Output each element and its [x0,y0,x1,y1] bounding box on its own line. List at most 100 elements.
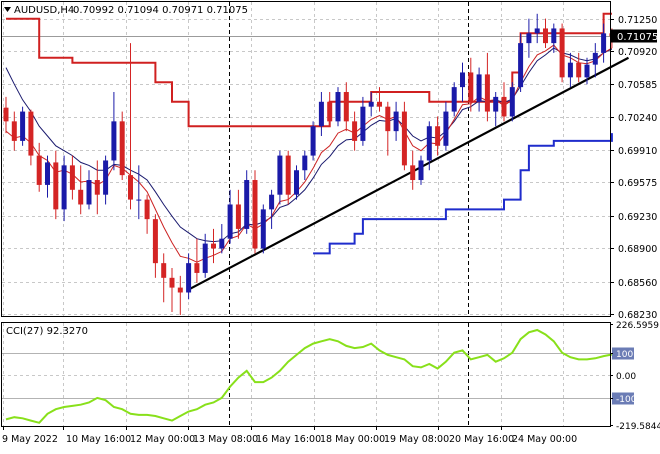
bearish-candle [352,111,358,151]
cci-label: CCI(27) 92.3270 [6,326,88,337]
candle-body [584,64,590,78]
candle-body [435,126,441,146]
bullish-candle [418,155,424,185]
candle-body [86,180,92,205]
candle-body [476,74,482,102]
cci-tick-label: 226.5959 [616,321,659,331]
candles [3,13,615,315]
candle-body [294,170,299,195]
candle-body [310,126,316,156]
candle-body [28,111,34,156]
channel-lower-line [313,133,613,255]
bearish-candle [377,87,382,112]
bearish-candle [435,116,441,156]
candle-body [302,155,308,171]
bearish-candle [576,52,582,83]
candle-body [269,194,275,210]
candle-body [227,204,233,239]
bearish-candle [3,96,9,134]
candle-body [368,101,374,107]
bearish-candle [11,111,17,151]
candle-body [484,74,490,112]
symbol-header: AUDUSD,H4 0.70992 0.71094 0.70971 0.7107… [4,5,248,16]
bullish-candle [526,18,532,58]
bullish-candle [493,92,499,127]
price-tick-label: 0.68900 [618,244,657,255]
candle-body [136,199,142,201]
time-tick-label: 19 May 08:00 [384,434,449,445]
current-price-tag: 0.71075 [611,29,658,43]
price-tick-label: 0.70240 [618,113,657,124]
bullish-candle [476,67,482,112]
bullish-candle [509,82,515,122]
candle-body [186,263,192,293]
collapse-triangle-icon[interactable] [4,7,11,12]
bullish-candle [202,233,208,278]
candle-body [119,121,125,176]
candle-body [501,96,507,117]
cci-pane [2,328,613,424]
bullish-candle [244,170,250,234]
candle-body [460,72,465,88]
candle-body [244,180,250,229]
bullish-candle [111,92,117,171]
bearish-candle [285,150,291,205]
candle-body [385,106,391,132]
bullish-candle [227,189,233,244]
bullish-candle [534,13,540,44]
bullish-candle [592,43,598,78]
candle-body [443,111,449,146]
time-tick-label: 24 May 00:00 [512,434,577,445]
bearish-candle [177,275,183,315]
bearish-candle [128,43,133,210]
bullish-candle [518,33,524,93]
bullish-candle [426,121,432,171]
bearish-candle [169,268,175,313]
bearish-candle [53,150,59,220]
price-tick-label: 0.69910 [618,146,657,157]
candle-body [152,219,158,264]
time-tick-label: 18 May 00:00 [320,434,385,445]
bullish-candle [136,165,142,220]
candle-body [393,111,399,132]
candle-body [53,162,59,210]
cci-line [5,328,613,424]
price-tick-label: 0.70920 [618,47,657,58]
bullish-candle [20,106,26,146]
bearish-candle [468,57,474,112]
bearish-candle [211,228,216,264]
candle-body [318,101,324,127]
main-pane-border [1,1,611,317]
price-tick-label: 0.71250 [618,15,657,26]
bearish-candle [194,238,200,283]
candle-body [128,175,133,200]
time-tick-label: 13 May 08:00 [193,434,258,445]
candle-body [559,28,565,78]
candle-body [601,33,607,53]
bearish-candle [28,109,34,166]
cci-tick-label: 0.00 [616,372,636,382]
candle-body [343,92,349,122]
time-tick-label: 20 May 16:00 [449,434,514,445]
price-tick-label: 0.68560 [618,278,657,289]
candle-body [202,243,208,273]
bearish-candle [69,155,75,200]
bullish-candle [584,57,590,85]
bearish-candle [327,92,333,127]
bearish-candle [501,82,507,122]
bearish-candle [36,142,42,192]
candle-body [111,121,117,161]
bullish-candle [310,121,316,161]
bullish-candle [601,23,607,63]
bearish-candle [543,18,548,49]
candle-body [543,28,548,44]
bullish-candle [45,155,50,198]
candle-body [252,180,258,249]
price-axis: 0.71250 0.70920 0.70585 0.70240 0.69910 0.695… [610,15,657,321]
candle-body [11,121,17,141]
candle-body [551,28,557,44]
bullish-candle [294,165,299,200]
bearish-candle [343,82,349,132]
